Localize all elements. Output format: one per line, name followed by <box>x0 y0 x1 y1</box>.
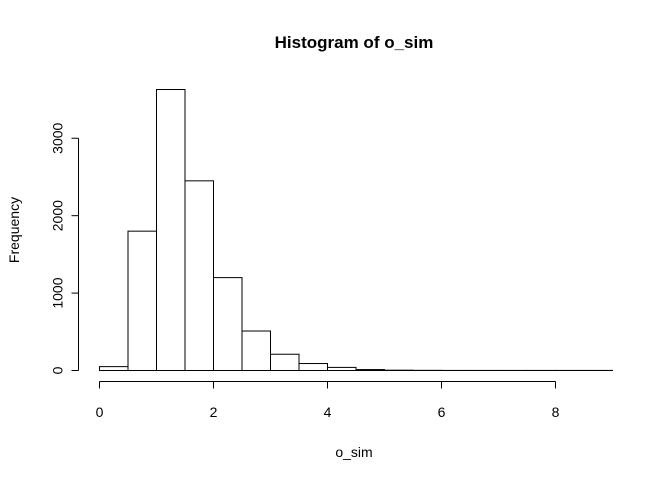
histogram-bar <box>127 230 157 371</box>
histogram-bar <box>99 366 129 372</box>
histogram-bar <box>184 180 214 371</box>
x-tick-label: 8 <box>552 404 560 420</box>
y-tick-label: 1000 <box>50 277 66 308</box>
x-tick-label: 2 <box>210 404 218 420</box>
x-tick-label: 0 <box>96 404 104 420</box>
y-tick-label: 0 <box>50 366 66 374</box>
chart-title: Histogram of o_sim <box>275 33 434 52</box>
x-axis: 0 2 4 6 8 <box>96 381 560 420</box>
histogram-bar <box>270 353 300 372</box>
histogram-bar <box>241 330 271 371</box>
y-tick-label: 2000 <box>50 200 66 231</box>
histogram-bar <box>213 277 243 372</box>
x-tick-label: 4 <box>324 404 332 420</box>
histogram-bar <box>298 363 328 371</box>
histogram-bar <box>156 89 186 371</box>
y-axis-label: Frequency <box>6 197 22 263</box>
y-axis: 0 1000 2000 3000 <box>50 122 79 374</box>
histogram-bar <box>327 366 357 372</box>
y-tick-label: 3000 <box>50 122 66 153</box>
x-tick-label: 6 <box>438 404 446 420</box>
bars-group <box>99 89 613 372</box>
x-axis-label: o_sim <box>335 444 372 460</box>
histogram-bar <box>355 369 385 372</box>
